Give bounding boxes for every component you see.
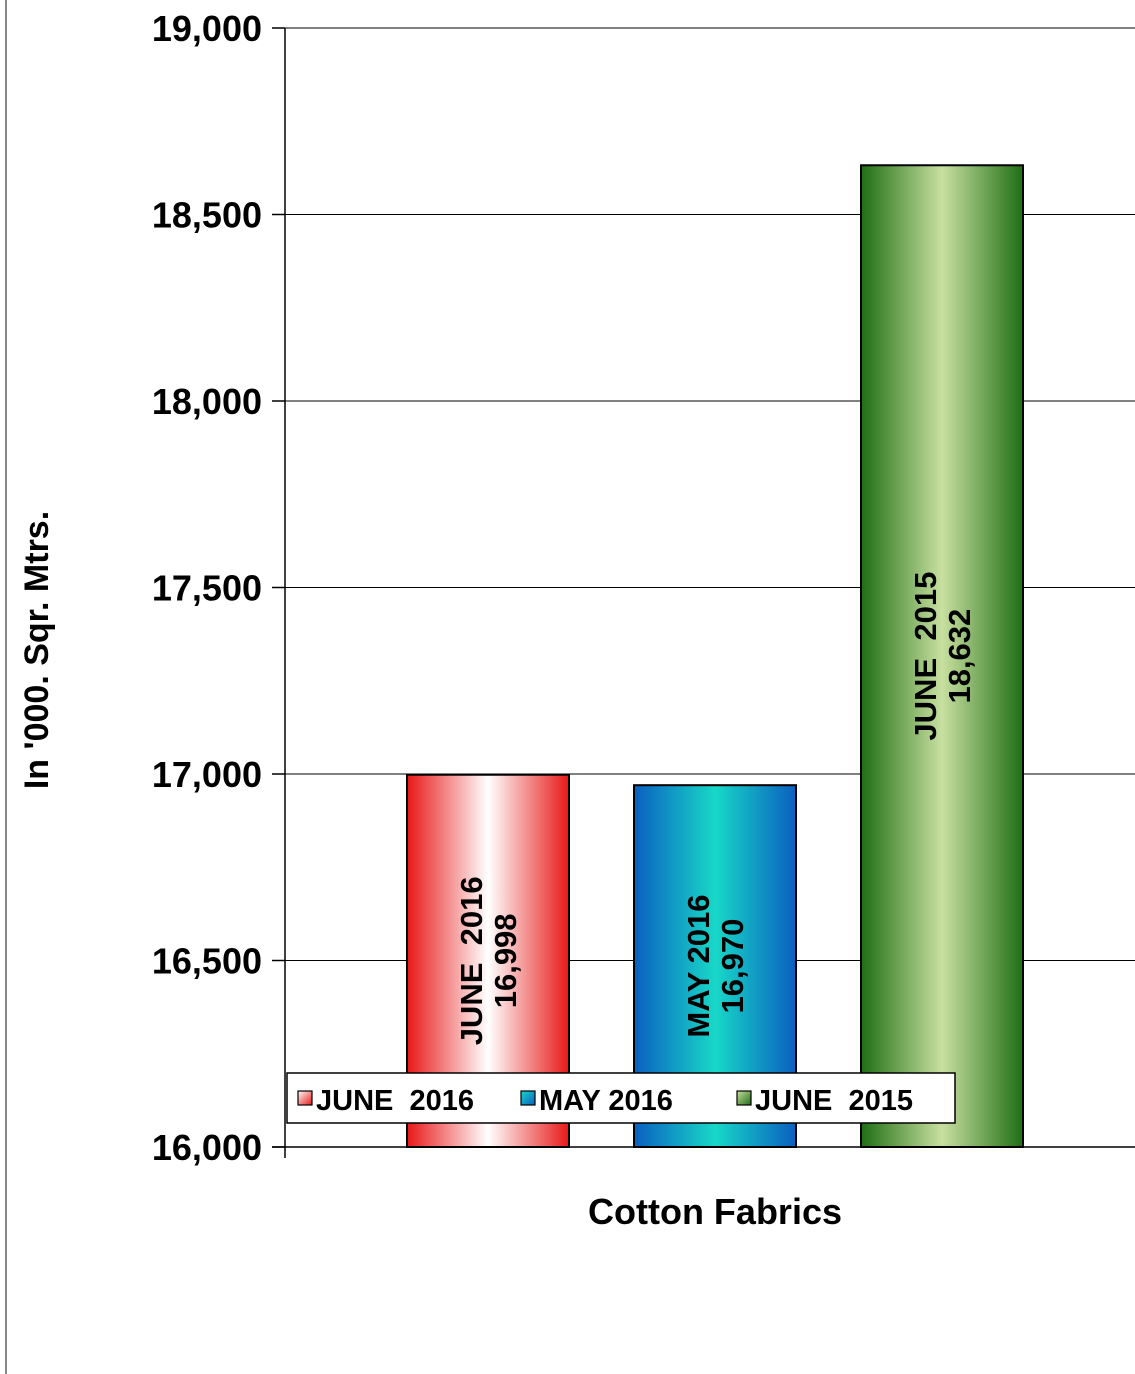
y-axis-ticks: 16,000 16,500 17,000 17,500 18,000 18,500 19,0… <box>152 8 285 1168</box>
y-tick-label: 18,500 <box>152 195 262 236</box>
y-tick-label: 17,000 <box>152 754 262 795</box>
bar-value-label: 18,632 <box>942 609 977 704</box>
legend-swatch <box>297 1090 313 1106</box>
y-tick-label: 16,000 <box>152 1127 262 1168</box>
y-tick-label: 18,000 <box>152 381 262 422</box>
legend: JUNE 2016 MAY 2016 JUNE 2015 <box>286 1072 956 1124</box>
bar-data-label: JUNE 2016 16,998 <box>454 876 523 1045</box>
bar-series-label: MAY 2016 <box>681 895 716 1038</box>
legend-label: JUNE 2016 <box>316 1085 474 1117</box>
legend-label: MAY 2016 <box>539 1085 673 1117</box>
legend-label: JUNE 2015 <box>755 1085 913 1117</box>
bar-data-label: MAY 2016 16,970 <box>681 895 750 1038</box>
bar-series-label: JUNE 2015 <box>908 572 943 741</box>
legend-swatch <box>736 1090 752 1106</box>
y-tick-label: 19,000 <box>152 8 262 49</box>
legend-box <box>286 1072 956 1124</box>
y-axis-title: In '000. Sqr. Mtrs. <box>18 511 56 789</box>
legend-swatch <box>520 1090 536 1106</box>
category-label: Cotton Fabrics <box>588 1191 842 1232</box>
bar-value-label: 16,970 <box>715 919 750 1014</box>
y-tick-label: 17,500 <box>152 568 262 609</box>
y-tick-label: 16,500 <box>152 941 262 982</box>
bar-series-label: JUNE 2016 <box>454 876 489 1045</box>
bar-value-label: 16,998 <box>488 913 523 1008</box>
bar-data-label: JUNE 2015 18,632 <box>908 572 977 741</box>
